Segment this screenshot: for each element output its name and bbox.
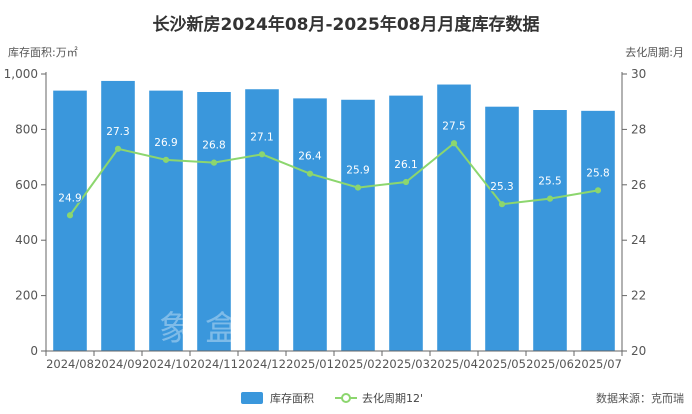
y-left-tick-label: 600: [15, 178, 38, 192]
data-label-2025-02: 25.9: [346, 165, 369, 177]
y-left-tick-label: 800: [15, 122, 38, 136]
legend: 库存面积 去化周期12': [241, 391, 423, 405]
legend-line-marker: [341, 393, 351, 403]
x-tick-label-2024-12: 2024/12: [238, 357, 286, 371]
line-point-2025-01: [306, 170, 314, 177]
data-label-2024-09: 27.3: [106, 126, 129, 138]
data-label-2025-07: 25.8: [586, 167, 609, 179]
labels-layer: 24.9 27.3 26.9 26.8 27.1 26.4 25.9 26.1 27.5 25.3…: [57, 119, 611, 206]
line-point-2024-09: [114, 145, 122, 152]
legend-bar-label: 库存面积: [270, 391, 314, 405]
bar-2025-07: [581, 110, 615, 351]
y-right-tick-label: 22: [631, 289, 646, 303]
line-point-2024-10: [162, 156, 170, 163]
legend-bar-swatch: [241, 392, 263, 404]
legend-line-label: 去化周期12': [362, 391, 423, 405]
x-tick-label-2025-06: 2025/06: [526, 357, 574, 371]
turnover-line: [69, 141, 599, 216]
bar-2024-09: [101, 80, 135, 352]
x-tick-label-2025-03: 2025/03: [382, 357, 430, 371]
line-point-2025-02: [354, 184, 362, 191]
x-tick-label-2025-04: 2025/04: [430, 357, 478, 371]
y-right-tick-label: 20: [631, 344, 646, 358]
watermark: 象盒: [159, 309, 251, 349]
data-label-2024-11: 26.8: [202, 140, 225, 152]
x-tick-label-2024-11: 2024/11: [190, 357, 238, 371]
y-axis-right-title: 去化周期:月: [625, 45, 684, 59]
bar-2024-12: [245, 89, 279, 352]
line-point-2024-12: [258, 151, 266, 158]
y-left-tick-label: 1,000: [4, 67, 38, 81]
x-tick-label-2025-02: 2025/02: [334, 357, 382, 371]
bar-2025-04: [437, 84, 471, 351]
x-tick-label-2024-08: 2024/08: [46, 357, 94, 371]
line-point-2025-05: [498, 201, 506, 208]
data-label-2024-08: 24.9: [58, 192, 81, 204]
data-source: 数据来源：克而瑞: [596, 391, 684, 405]
watermark-layer: 象盒: [159, 309, 251, 349]
y-left-tick-label: 0: [30, 344, 38, 358]
chart-title: 长沙新房2024年08月-2025年08月月度库存数据: [153, 14, 540, 35]
data-label-2025-04: 27.5: [442, 120, 465, 132]
y-left-tick-label: 400: [15, 233, 38, 247]
line-point-2025-03: [402, 178, 410, 186]
data-label-2024-10: 26.9: [154, 137, 177, 149]
data-label-2025-03: 26.1: [394, 159, 417, 171]
bar-2025-01: [293, 98, 327, 351]
y-right-tick-label: 28: [631, 122, 646, 136]
y-right-tick-label: 24: [631, 233, 646, 247]
bar-2025-03: [389, 95, 423, 351]
x-tick-label-2025-07: 2025/07: [574, 357, 622, 371]
line-point-2025-07: [594, 187, 602, 194]
line-point-2024-11: [210, 159, 218, 166]
y-axis-left-title: 库存面积:万㎡: [8, 45, 78, 59]
bars-layer: [53, 80, 615, 352]
x-tick-label-2024-10: 2024/10: [142, 357, 190, 371]
bar-2025-02: [341, 99, 375, 351]
data-label-2025-01: 26.4: [298, 151, 322, 163]
data-label-2024-12: 27.1: [250, 131, 273, 143]
bar-2025-06: [533, 110, 567, 351]
bar-2025-05: [485, 106, 519, 351]
bar-2024-08: [53, 90, 87, 352]
data-label-2025-05: 25.3: [490, 181, 513, 193]
y-right-tick-label: 26: [631, 178, 646, 192]
x-tick-label-2024-09: 2024/09: [94, 357, 142, 371]
line-point-2024-08: [66, 212, 74, 219]
line-layer: [66, 140, 602, 219]
bar-2024-11: [197, 92, 231, 351]
y-right-tick-label: 30: [631, 67, 646, 81]
line-point-2025-04: [450, 140, 458, 147]
y-left-tick-label: 200: [15, 289, 38, 303]
line-point-2025-06: [546, 195, 554, 202]
x-tick-label-2025-05: 2025/05: [478, 357, 526, 371]
bar-2024-10: [149, 90, 183, 352]
data-label-2025-06: 25.5: [538, 176, 561, 188]
x-tick-label-2025-01: 2025/01: [286, 357, 334, 371]
